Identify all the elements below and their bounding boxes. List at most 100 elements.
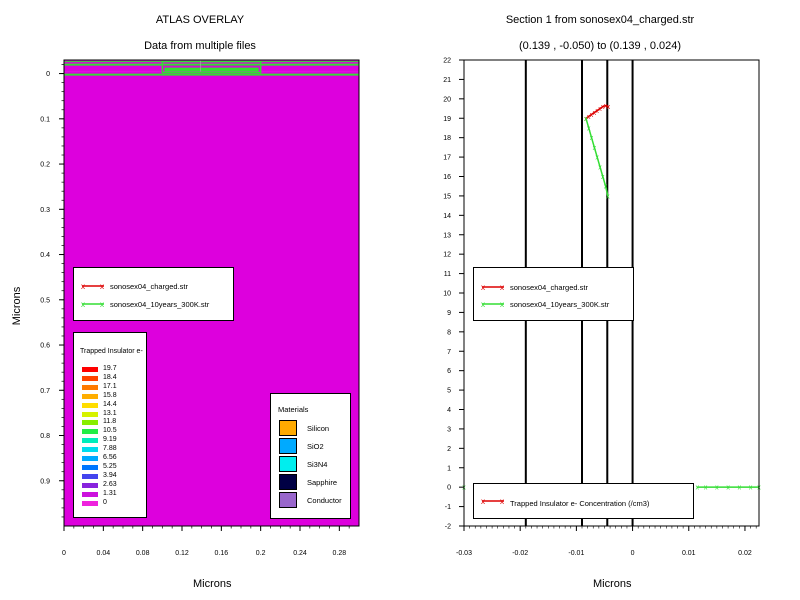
colorbar-entry: 13.1 xyxy=(82,409,142,421)
data-point: x xyxy=(738,485,742,492)
material-swatch xyxy=(279,456,297,472)
colorbar-swatch xyxy=(82,367,98,372)
y-tick-label: 13 xyxy=(443,232,451,239)
svg-text:x: x xyxy=(100,282,104,291)
x-tick-label: 0.08 xyxy=(136,550,150,557)
colorbar-entry: 9.19 xyxy=(82,436,142,447)
colorbar-swatch xyxy=(82,482,98,488)
legend-entry-charged: sonosex04_charged.str xyxy=(110,282,188,291)
y-tick-label: 7 xyxy=(447,349,451,356)
y-tick-label: -1 xyxy=(445,504,451,511)
colorbar-swatch xyxy=(82,411,98,417)
colorbar-value: 19.7 xyxy=(103,365,117,372)
colorbar-value: 5.25 xyxy=(103,462,117,470)
colorbar-value: 7.88 xyxy=(103,445,117,453)
x-tick-label: -0.01 xyxy=(568,550,584,557)
data-point: x xyxy=(695,485,699,492)
material-entry: SiO2 xyxy=(279,438,349,455)
materials-title: Materials xyxy=(278,405,309,414)
right-chart-subtitle: (0.139 , -0.050) to (0.139 , 0.024) xyxy=(518,40,682,52)
colorbar-swatch xyxy=(82,384,98,390)
y-tick-label: 10 xyxy=(443,291,451,298)
colorbar-swatch xyxy=(82,393,98,399)
svg-text:x: x xyxy=(500,300,504,309)
data-point: x xyxy=(462,485,466,492)
y-tick-label: 20 xyxy=(443,96,451,103)
data-point: x xyxy=(593,110,597,117)
svg-text:x: x xyxy=(481,283,485,292)
y-tick-label: 1 xyxy=(447,465,451,472)
y-tick-label: 2 xyxy=(447,446,451,453)
x-tick-label: 0.02 xyxy=(738,550,752,557)
y-tick-label: 5 xyxy=(447,388,451,395)
x-tick-label: 0.04 xyxy=(97,550,111,557)
series-line xyxy=(585,118,609,197)
material-swatch xyxy=(279,438,297,454)
series-line xyxy=(585,104,609,119)
colorbar-value: 3.94 xyxy=(103,471,117,479)
x-tick-label: 0.24 xyxy=(293,550,307,557)
quantity-legend-label: Trapped Insulator e- Concentration (/cm3… xyxy=(510,499,650,508)
data-point: x xyxy=(757,485,761,492)
x-tick-label: 0 xyxy=(62,550,66,557)
colorbar-value: 18.4 xyxy=(103,373,117,381)
data-point: x xyxy=(704,485,708,492)
left-chart-title: ATLAS OVERLAY xyxy=(155,14,245,26)
svg-text:x: x xyxy=(81,282,85,291)
colorbar-swatch xyxy=(82,464,98,470)
material-label: SiO2 xyxy=(307,442,324,451)
colorbar-entry: 3.94 xyxy=(82,471,142,483)
svg-text:x: x xyxy=(500,283,504,292)
colorbar-swatch xyxy=(82,438,98,444)
svg-text:x: x xyxy=(100,300,104,309)
legend-entry-charged: sonosex04_charged.str xyxy=(510,283,588,292)
y-tick-label: 22 xyxy=(443,58,451,65)
y-tick-label: 19 xyxy=(443,116,451,123)
colorbar-value: 1.31 xyxy=(103,489,117,497)
right-chart-title: Section 1 from sonosex04_charged.str xyxy=(505,14,695,26)
colorbar-value: 2.63 xyxy=(103,480,117,488)
colorbar-swatch xyxy=(82,473,98,479)
colorbar-value: 11.8 xyxy=(103,418,117,426)
colorbar-swatch xyxy=(82,456,98,461)
material-label: Silicon xyxy=(307,424,330,433)
y-tick-label: 0 xyxy=(46,71,50,78)
data-point: x xyxy=(595,108,599,115)
surface-layer-fill xyxy=(64,60,359,72)
data-point: x xyxy=(749,485,753,492)
y-tick-label: 11 xyxy=(444,271,451,278)
legend-entry-10years: sonosex04_10years_300K.str xyxy=(510,300,610,309)
data-point: x xyxy=(587,125,591,132)
gate-outline xyxy=(161,60,262,74)
x-tick-label: -0.02 xyxy=(512,550,528,557)
material-swatch xyxy=(279,420,297,436)
colorbar-value: 9.19 xyxy=(103,436,117,444)
y-tick-label: 0.3 xyxy=(40,207,50,214)
y-tick-label: 12 xyxy=(443,252,451,259)
left-y-axis-label: Microns xyxy=(11,286,23,326)
data-point: x xyxy=(590,135,594,142)
colorbar-swatch xyxy=(82,429,98,435)
colorbar-entry: 1.31 xyxy=(82,489,142,501)
x-tick-label: 0.16 xyxy=(215,550,229,557)
y-tick-label: 16 xyxy=(443,174,451,181)
colorbar-value: 13.1 xyxy=(103,409,117,417)
y-tick-label: 14 xyxy=(443,213,451,220)
left-chart-subtitle: Data from multiple files xyxy=(144,40,256,52)
legend-entry-10years: sonosex04_10years_300K.str xyxy=(110,300,210,309)
colorbar-title: Trapped Insulator e- xyxy=(80,348,143,355)
y-tick-label: 21 xyxy=(443,77,451,84)
x-tick-label: 0.2 xyxy=(256,550,266,557)
svg-text:x: x xyxy=(81,300,85,309)
x-tick-label: 0.12 xyxy=(175,550,189,557)
material-entry: Conductor xyxy=(279,492,349,509)
x-tick-label: -0.03 xyxy=(456,550,472,557)
material-entry: Si3N4 xyxy=(279,456,349,473)
colorbar-entry: 0 xyxy=(82,499,142,510)
colorbar-swatch xyxy=(82,491,98,497)
material-entry: Silicon xyxy=(279,420,349,437)
